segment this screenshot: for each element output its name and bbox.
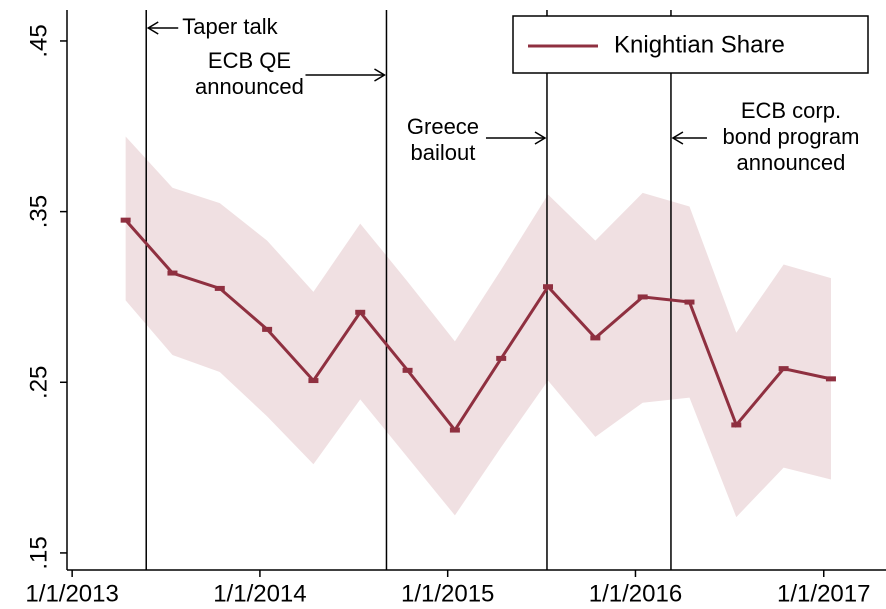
marker bbox=[637, 294, 648, 300]
y-tick-label: .25 bbox=[25, 366, 52, 399]
y-tick-label: .45 bbox=[25, 24, 52, 57]
annotation-text: bailout bbox=[411, 140, 476, 165]
marker bbox=[214, 285, 225, 291]
x-tick-label: 1/1/2015 bbox=[401, 580, 494, 607]
marker bbox=[825, 376, 836, 382]
x-tick-label: 1/1/2013 bbox=[25, 580, 118, 607]
annotation-text: announced bbox=[737, 150, 846, 175]
legend-label: Knightian Share bbox=[614, 31, 785, 58]
y-tick-label: .35 bbox=[25, 195, 52, 228]
annotation-text: ECB QE bbox=[208, 48, 291, 73]
marker bbox=[731, 422, 742, 428]
marker bbox=[778, 366, 789, 372]
annotation-text: bond program bbox=[722, 124, 859, 149]
marker bbox=[402, 367, 413, 373]
arrow-head bbox=[671, 131, 684, 145]
arrow-head bbox=[534, 131, 547, 145]
arrow-head bbox=[146, 21, 159, 35]
marker bbox=[684, 299, 695, 305]
series-line bbox=[124, 219, 832, 433]
marker bbox=[308, 378, 319, 384]
arrow-head bbox=[374, 68, 386, 82]
marker bbox=[449, 427, 460, 433]
annotation-text: Taper talk bbox=[182, 14, 278, 39]
marker bbox=[167, 270, 178, 276]
x-tick-label: 1/1/2014 bbox=[213, 580, 306, 607]
annotation-text: announced bbox=[195, 74, 304, 99]
x-tick-label: 1/1/2016 bbox=[589, 580, 682, 607]
marker bbox=[543, 284, 554, 290]
marker bbox=[120, 217, 131, 223]
x-tick-label: 1/1/2017 bbox=[777, 580, 870, 607]
y-tick-label: .15 bbox=[25, 536, 52, 569]
marker bbox=[590, 335, 601, 341]
marker bbox=[355, 309, 366, 315]
annotation-text: ECB corp. bbox=[741, 98, 841, 123]
marker bbox=[496, 355, 507, 361]
annotation-text: Greece bbox=[407, 114, 479, 139]
marker bbox=[262, 326, 273, 332]
confidence-band bbox=[125, 136, 831, 518]
